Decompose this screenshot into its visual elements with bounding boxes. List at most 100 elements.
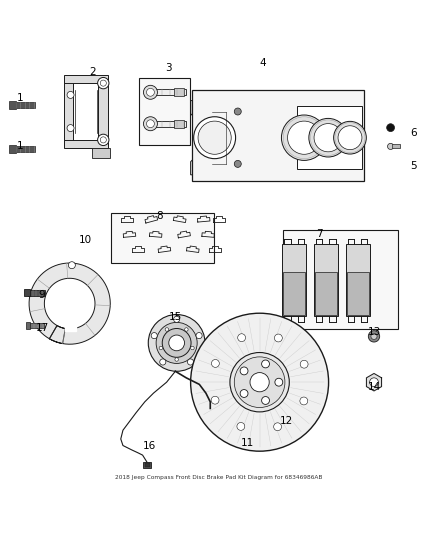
Bar <box>10 144 16 152</box>
Circle shape <box>334 122 366 154</box>
Bar <box>64 140 108 148</box>
Circle shape <box>156 322 197 364</box>
Circle shape <box>160 359 166 365</box>
Bar <box>315 271 337 315</box>
Bar <box>111 213 214 263</box>
Circle shape <box>67 125 74 132</box>
Bar <box>29 323 44 328</box>
Bar <box>347 271 368 315</box>
Circle shape <box>198 121 231 154</box>
Circle shape <box>67 92 74 99</box>
Circle shape <box>300 397 308 405</box>
Circle shape <box>147 88 154 96</box>
Bar <box>174 88 184 96</box>
Text: 17: 17 <box>35 322 49 333</box>
Text: 5: 5 <box>410 161 417 171</box>
Bar <box>24 289 29 296</box>
Bar <box>392 144 400 148</box>
Text: 13: 13 <box>367 327 381 337</box>
Circle shape <box>368 330 380 342</box>
Text: 4: 4 <box>259 59 266 68</box>
Polygon shape <box>65 322 76 331</box>
Polygon shape <box>367 374 381 391</box>
Circle shape <box>165 328 169 331</box>
Circle shape <box>238 334 246 342</box>
Circle shape <box>144 117 157 131</box>
Text: 16: 16 <box>142 440 156 450</box>
Text: 2018 Jeep Compass Front Disc Brake Pad Kit Diagram for 68346986AB: 2018 Jeep Compass Front Disc Brake Pad K… <box>115 474 323 480</box>
Circle shape <box>100 80 106 86</box>
Circle shape <box>261 397 269 405</box>
Circle shape <box>151 333 157 338</box>
Bar <box>92 148 110 158</box>
Circle shape <box>98 134 109 146</box>
Circle shape <box>194 117 236 159</box>
Bar <box>297 106 362 169</box>
Circle shape <box>261 360 269 368</box>
Text: 11: 11 <box>241 438 254 448</box>
Bar <box>346 245 370 317</box>
Text: 2: 2 <box>89 67 95 77</box>
Circle shape <box>370 378 378 386</box>
Circle shape <box>388 143 394 149</box>
Bar <box>282 245 306 317</box>
Circle shape <box>275 378 283 386</box>
Circle shape <box>68 262 75 269</box>
Circle shape <box>162 328 191 357</box>
Circle shape <box>191 346 194 350</box>
Circle shape <box>240 390 248 398</box>
Text: 7: 7 <box>316 229 323 239</box>
Bar <box>10 101 16 109</box>
Circle shape <box>173 316 180 322</box>
Circle shape <box>230 352 289 412</box>
Bar <box>14 146 35 152</box>
Circle shape <box>274 423 282 431</box>
Text: 3: 3 <box>166 63 172 73</box>
Circle shape <box>100 137 106 143</box>
Circle shape <box>211 396 219 404</box>
Circle shape <box>240 367 248 375</box>
Text: 9: 9 <box>39 290 46 300</box>
Circle shape <box>237 423 245 430</box>
Bar <box>145 463 150 467</box>
Text: 1: 1 <box>17 93 24 103</box>
Circle shape <box>250 373 269 392</box>
Circle shape <box>234 160 241 167</box>
Circle shape <box>282 115 327 160</box>
Circle shape <box>98 77 109 89</box>
Bar <box>139 78 190 146</box>
Circle shape <box>288 121 321 154</box>
Circle shape <box>212 359 219 367</box>
Circle shape <box>196 333 202 338</box>
Circle shape <box>314 124 342 152</box>
Bar <box>153 90 186 95</box>
Text: 1: 1 <box>17 141 24 151</box>
Text: 10: 10 <box>79 235 92 245</box>
Bar <box>25 322 30 329</box>
Bar <box>144 462 151 468</box>
Bar <box>14 102 35 108</box>
Bar <box>74 90 98 133</box>
Text: 15: 15 <box>169 312 182 322</box>
Circle shape <box>309 118 347 157</box>
Bar <box>64 78 73 146</box>
Circle shape <box>169 335 184 351</box>
Circle shape <box>275 334 283 342</box>
Circle shape <box>338 126 362 150</box>
Circle shape <box>185 328 188 331</box>
Circle shape <box>191 313 328 451</box>
Circle shape <box>159 346 162 350</box>
Circle shape <box>187 359 194 365</box>
Bar <box>28 290 45 295</box>
Text: 8: 8 <box>157 211 163 221</box>
Polygon shape <box>191 101 243 175</box>
Bar <box>314 245 338 317</box>
Circle shape <box>148 314 205 372</box>
Bar <box>99 78 108 146</box>
Text: 6: 6 <box>410 128 417 139</box>
Circle shape <box>371 333 377 340</box>
Circle shape <box>234 357 285 408</box>
Circle shape <box>387 124 395 132</box>
Bar <box>192 90 364 181</box>
Circle shape <box>147 120 154 128</box>
